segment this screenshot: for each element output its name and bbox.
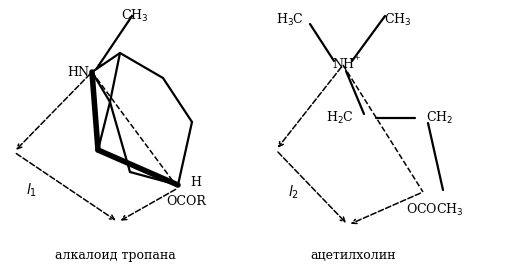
Text: OCOCH$_3$: OCOCH$_3$ xyxy=(406,202,464,218)
Text: CH$_3$: CH$_3$ xyxy=(384,12,412,28)
Text: $^+$: $^+$ xyxy=(95,63,103,72)
FancyArrowPatch shape xyxy=(16,153,114,219)
Text: $l_1$: $l_1$ xyxy=(27,181,38,199)
Text: алкалоид тропана: алкалоид тропана xyxy=(55,249,175,262)
Text: $^+$: $^+$ xyxy=(353,56,361,65)
Text: ацетилхолин: ацетилхолин xyxy=(310,249,396,262)
FancyArrowPatch shape xyxy=(278,152,345,222)
Text: H$_3$C: H$_3$C xyxy=(276,12,304,28)
FancyArrowPatch shape xyxy=(279,67,341,147)
Text: CH$_2$: CH$_2$ xyxy=(426,110,453,126)
Text: HN: HN xyxy=(67,66,89,79)
Text: NH: NH xyxy=(332,58,354,72)
Text: $l_2$: $l_2$ xyxy=(288,183,299,201)
FancyArrowPatch shape xyxy=(122,189,176,220)
FancyArrowPatch shape xyxy=(352,193,421,223)
Text: H$_2$C: H$_2$C xyxy=(326,110,354,126)
FancyArrowPatch shape xyxy=(17,74,90,149)
Text: H: H xyxy=(190,176,201,188)
Text: CH$_3$: CH$_3$ xyxy=(121,8,149,24)
Text: OCOR: OCOR xyxy=(166,195,206,208)
